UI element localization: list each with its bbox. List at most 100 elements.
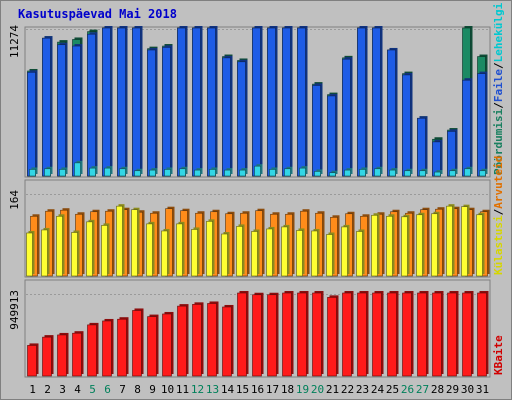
bar-visits-visits-6 (101, 223, 110, 277)
bar-pages-pages-22 (344, 168, 353, 177)
x-tick-label-9: 9 (149, 383, 156, 396)
x-tick-label-31: 31 (476, 383, 489, 396)
bar-kbytes-8 (132, 308, 144, 377)
x-tick-label-30: 30 (461, 383, 474, 396)
bar-pages-pages-2 (44, 166, 53, 177)
legend-kbytes: KBaite (492, 335, 505, 375)
bar-kbytes-29 (447, 291, 459, 377)
bar-kbytes-2 (42, 335, 54, 377)
legend-entry-0: KBaite (492, 335, 505, 375)
bar-pages-files-4 (72, 44, 83, 177)
bar-visits-visits-26 (401, 214, 410, 277)
bar-kbytes-21 (327, 295, 339, 377)
panel-visits: 164 Külastusi/Arvuteid (8, 156, 505, 278)
bar-pages-files-19 (297, 26, 308, 177)
bar-visits-visits-12 (191, 227, 200, 277)
x-tick-label-4: 4 (74, 383, 81, 396)
y-max-label-visits: 164 (8, 190, 21, 210)
x-tick-label-8: 8 (134, 383, 141, 396)
bar-pages-pages-31 (479, 168, 488, 177)
bar-pages-files-8 (132, 26, 143, 177)
bar-visits-visits-23 (356, 229, 365, 277)
x-tick-label-3: 3 (59, 383, 66, 396)
bar-pages-pages-23 (359, 167, 368, 177)
bar-pages-pages-18 (284, 166, 293, 177)
bar-visits-visits-8 (131, 207, 140, 277)
bar-visits-visits-5 (86, 219, 95, 277)
bar-kbytes-4 (72, 331, 84, 377)
bar-pages-files-10 (162, 45, 173, 177)
bar-kbytes-28 (432, 291, 444, 377)
bar-visits-visits-14 (221, 231, 230, 277)
bar-pages-pages-24 (374, 166, 383, 177)
bar-pages-files-7 (117, 26, 128, 177)
bar-visits-visits-22 (341, 224, 350, 277)
bar-pages-files-22 (342, 57, 353, 177)
bar-pages-pages-4 (74, 160, 83, 177)
x-tick-label-27: 27 (416, 383, 429, 396)
bar-pages-pages-5 (89, 166, 98, 177)
bar-pages-files-26 (402, 72, 413, 177)
bar-kbytes-15 (237, 291, 249, 377)
y-max-label-kbytes: 949913 (8, 290, 21, 330)
bar-pages-files-24 (372, 26, 383, 177)
bar-visits-visits-7 (116, 204, 125, 277)
bar-pages-files-18 (282, 26, 293, 177)
bar-kbytes-1 (27, 343, 39, 377)
legend-separator: / (492, 102, 505, 109)
bar-visits-visits-30 (461, 204, 470, 277)
x-tick-label-25: 25 (386, 383, 399, 396)
bar-pages-pages-12 (194, 168, 203, 177)
bar-kbytes-11 (177, 304, 189, 377)
legend-pages: Pöördumisi/Faile/Lehekülgi (492, 2, 505, 175)
bar-pages-pages-25 (389, 168, 398, 177)
x-tick-label-23: 23 (356, 383, 369, 396)
bar-kbytes-14 (222, 304, 234, 377)
bar-kbytes-16 (252, 292, 264, 377)
x-tick-label-7: 7 (119, 383, 126, 396)
bar-pages-files-1 (27, 70, 38, 177)
bar-pages-files-25 (387, 47, 398, 177)
bar-kbytes-23 (357, 291, 369, 377)
bar-visits-visits-18 (281, 224, 290, 277)
bar-kbytes-26 (402, 291, 414, 377)
bar-kbytes-24 (372, 291, 384, 377)
legend-entry-2: Arvuteid (492, 156, 505, 209)
x-tick-label-24: 24 (371, 383, 385, 396)
bar-pages-pages-11 (179, 166, 188, 177)
x-tick-label-1: 1 (29, 383, 36, 396)
bar-pages-pages-15 (239, 168, 248, 177)
bar-kbytes-18 (282, 291, 294, 377)
bar-pages-files-30 (462, 78, 473, 177)
bar-kbytes-10 (162, 311, 174, 377)
bar-visits-visits-21 (326, 232, 335, 277)
legend-entry-0: Pöördumisi (492, 108, 505, 175)
legend-visits: Külastusi/Arvuteid (492, 156, 505, 275)
bar-pages-pages-16 (254, 164, 263, 177)
x-tick-label-13: 13 (206, 383, 219, 396)
x-tick-label-22: 22 (341, 383, 354, 396)
bar-kbytes-27 (417, 291, 429, 377)
x-tick-label-10: 10 (161, 383, 174, 396)
bar-pages-files-17 (267, 26, 278, 177)
bar-visits-visits-19 (296, 228, 305, 277)
bar-pages-files-5 (87, 32, 98, 177)
bar-pages-pages-1 (29, 167, 38, 177)
bar-pages-pages-10 (164, 167, 173, 177)
bar-visits-visits-24 (371, 213, 380, 277)
bar-kbytes-20 (312, 291, 324, 377)
bar-kbytes-25 (387, 291, 399, 377)
bar-kbytes-22 (342, 291, 354, 377)
bar-pages-pages-29 (449, 168, 458, 177)
x-tick-label-2: 2 (44, 383, 51, 396)
bar-pages-files-11 (177, 26, 188, 177)
bar-pages-pages-14 (224, 168, 233, 177)
bar-pages-files-14 (222, 55, 233, 177)
bar-pages-pages-26 (404, 168, 413, 177)
bar-visits-visits-20 (311, 228, 320, 277)
bar-kbytes-30 (462, 291, 474, 377)
bar-pages-pages-6 (104, 166, 113, 177)
x-tick-label-18: 18 (281, 383, 294, 396)
panel-kbytes: 949913 KBaite (8, 279, 505, 378)
